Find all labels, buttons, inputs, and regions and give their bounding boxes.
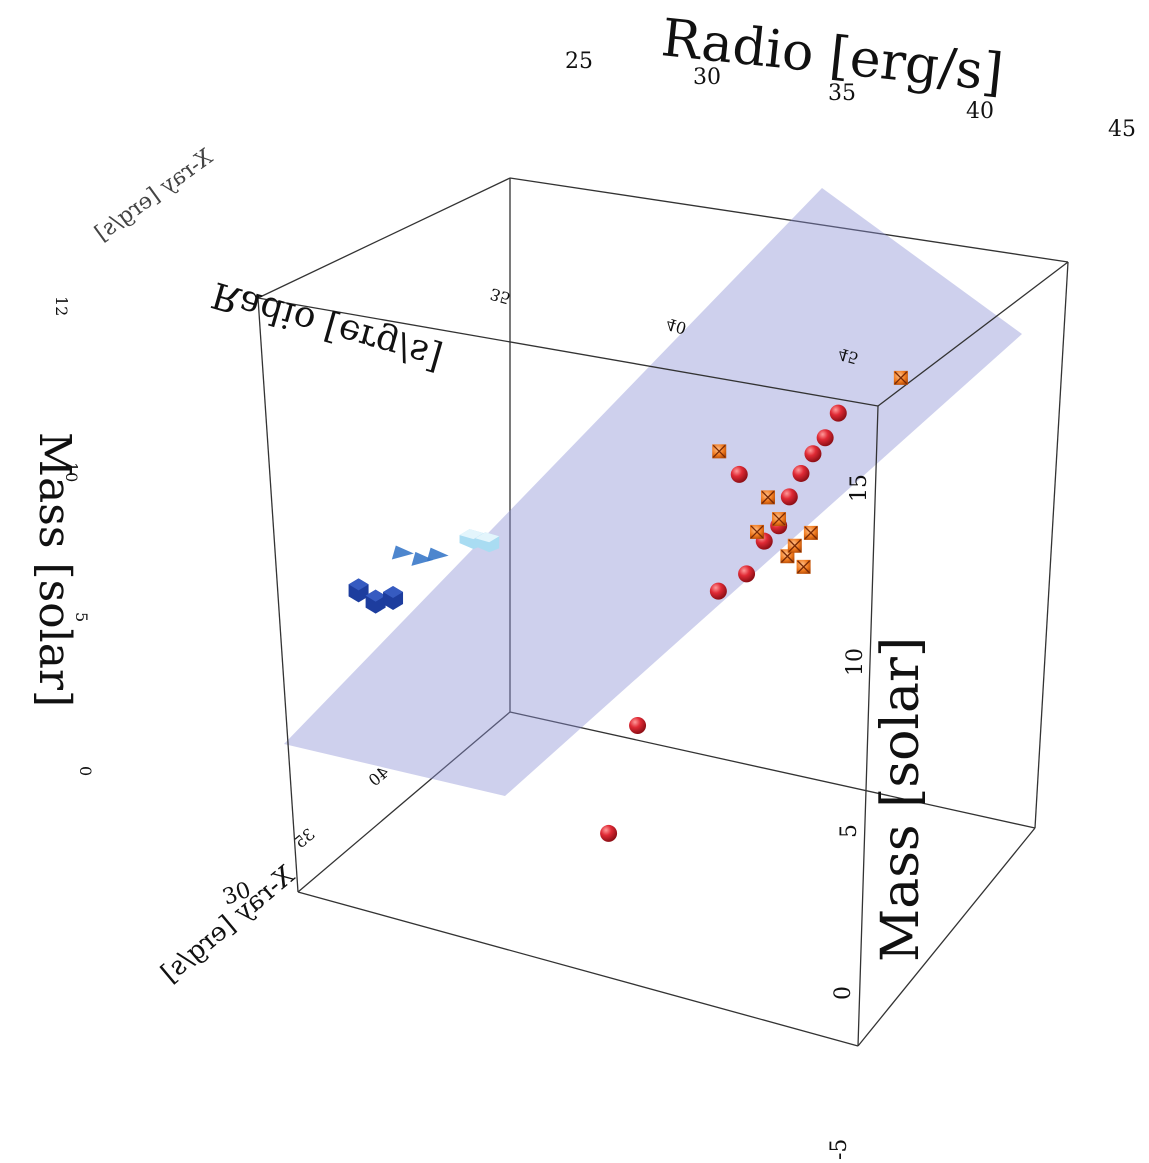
tick-label: 35 bbox=[488, 284, 513, 308]
data-point-cone bbox=[391, 545, 414, 560]
box-back-edges bbox=[297, 177, 1069, 893]
mass-axis-ticks: 0 5 10 15 -5 bbox=[827, 474, 872, 1160]
xray-axis-ticks: 30 35 40 bbox=[220, 763, 393, 911]
radio-axis-ticks-mirrored: 35 40 45 bbox=[488, 284, 861, 368]
axis-title-mass-left-mirrored: Mass [solar] bbox=[29, 432, 80, 707]
data-point-star bbox=[760, 490, 775, 505]
data-point-cone bbox=[426, 547, 449, 562]
data-point-box bbox=[475, 532, 500, 553]
tick-label: 5 bbox=[837, 824, 862, 838]
tick-label: 30 bbox=[693, 65, 721, 90]
tick-label: 45 bbox=[836, 344, 861, 368]
data-point-star bbox=[803, 525, 818, 540]
radio-axis-ticks: 25 30 35 40 45 bbox=[565, 49, 1136, 142]
data-point-sphere bbox=[829, 404, 847, 422]
data-point-sphere bbox=[804, 445, 822, 463]
tick-label: 10 bbox=[62, 462, 81, 482]
data-point-cube bbox=[365, 589, 386, 614]
tick-label: 40 bbox=[664, 314, 689, 338]
mass-axis-ticks-mirrored: 0 5 10 12 bbox=[52, 296, 95, 776]
data-point-sphere bbox=[709, 582, 727, 600]
tick-label: 12 bbox=[52, 296, 71, 316]
data-point-sphere bbox=[816, 429, 834, 447]
data-point-sphere bbox=[780, 488, 798, 506]
data-point-sphere bbox=[738, 565, 756, 583]
data-point-star bbox=[787, 538, 802, 553]
tick-label: 40 bbox=[966, 99, 994, 124]
axis-title-xray-mirrored: X-ray [erg/s] bbox=[156, 860, 301, 988]
data-point-sphere bbox=[629, 717, 647, 735]
tick-label: 10 bbox=[843, 648, 868, 676]
tick-label: 0 bbox=[76, 766, 95, 776]
data-point-sphere bbox=[730, 465, 748, 483]
tick-label: 35 bbox=[828, 81, 856, 106]
data-point-cone bbox=[411, 551, 434, 566]
data-point-star bbox=[893, 370, 908, 385]
tick-label: 45 bbox=[1108, 117, 1136, 142]
data-point-star bbox=[796, 559, 811, 574]
box-front-edges bbox=[257, 177, 1069, 1047]
data-point-star bbox=[712, 444, 727, 459]
tick-label: 15 bbox=[847, 474, 872, 502]
data-point-star bbox=[772, 512, 787, 527]
tick-label: 25 bbox=[565, 49, 593, 74]
data-point-sphere bbox=[792, 464, 810, 482]
data-point-sphere bbox=[600, 824, 618, 842]
tick-label: 0 bbox=[831, 986, 856, 1000]
axis-title-xray-back: X-ray [erg/s] bbox=[90, 145, 217, 247]
fit-plane bbox=[284, 188, 1022, 796]
data-point-cube bbox=[383, 586, 404, 611]
axis-title-radio-mirrored: Radio [erg/s] bbox=[207, 273, 446, 378]
tick-label: 5 bbox=[72, 612, 91, 622]
tick-label: -5 bbox=[827, 1139, 852, 1160]
data-point-cube bbox=[348, 578, 369, 603]
axis-title-mass-right: Mass [solar] bbox=[871, 637, 931, 962]
data-markers bbox=[348, 370, 908, 842]
data-point-star bbox=[750, 524, 765, 539]
